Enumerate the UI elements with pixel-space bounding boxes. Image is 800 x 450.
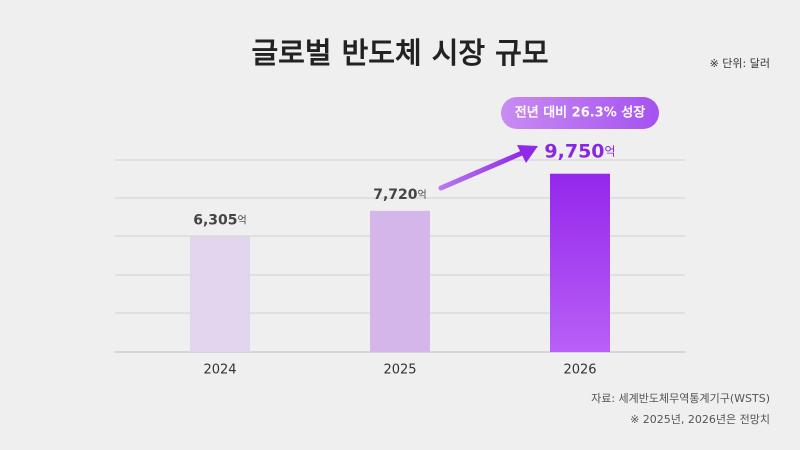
source: 자료: 세계반도체무역통계기구(WSTS) (591, 392, 770, 405)
growth-arrowhead (517, 145, 538, 163)
value-number: 7,720 (373, 187, 418, 203)
value-unit: 억 (418, 189, 427, 201)
annotation: 전년 대비 26.3% 성장 (515, 105, 645, 121)
bar (550, 173, 610, 352)
value-unit: 억 (238, 215, 247, 227)
growth-arrow (438, 150, 525, 191)
note: ※ 2025년, 2026년은 전망치 (630, 413, 770, 426)
value-unit: 억 (605, 144, 616, 158)
x-tick-label: 2025 (383, 363, 416, 378)
value-number: 6,305 (193, 213, 237, 229)
value-label: 9,750억 (544, 140, 615, 162)
unit-note: ※ 단위: 달러 (710, 57, 770, 70)
bar (190, 236, 250, 352)
x-tick-label: 2024 (203, 363, 236, 378)
value-label: 6,305억 (193, 213, 247, 229)
value-number: 9,750 (544, 140, 604, 162)
chart-title: 글로벌 반도체 시장 규모 (251, 36, 548, 70)
value-label: 7,720억 (373, 187, 427, 203)
annotation-pill (501, 97, 659, 129)
x-tick-label: 2026 (563, 363, 596, 378)
bar (370, 210, 430, 352)
